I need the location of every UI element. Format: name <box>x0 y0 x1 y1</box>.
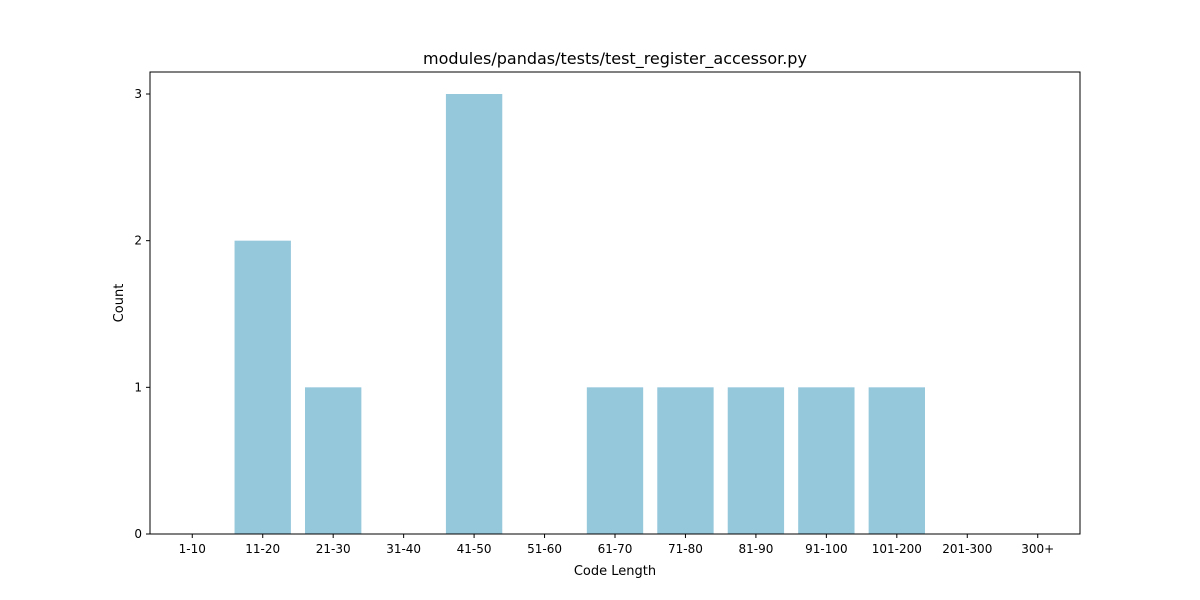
x-axis-ticks: 1-10 11-20 21-30 31-40 41-50 51-60 61-70 71-80 8… <box>179 534 1054 556</box>
bar-91-100 <box>798 387 855 534</box>
x-tick-label: 300+ <box>1021 542 1054 556</box>
bars-group <box>234 94 925 535</box>
bar-21-30 <box>305 387 362 534</box>
y-axis-ticks: 0 1 2 3 <box>134 87 150 541</box>
x-tick-label: 41-50 <box>457 542 492 556</box>
bar-11-20 <box>234 240 291 535</box>
x-tick-label: 1-10 <box>179 542 206 556</box>
bar-81-90 <box>727 387 785 534</box>
y-axis-label: Count <box>112 284 127 323</box>
y-tick-label: 3 <box>134 87 142 101</box>
plot-area-frame <box>149 71 1081 535</box>
y-tick-label: 0 <box>134 527 142 541</box>
x-tick-label: 51-60 <box>527 542 562 556</box>
x-tick-label: 31-40 <box>386 542 421 556</box>
x-tick-label: 11-20 <box>245 542 280 556</box>
x-tick-label: 61-70 <box>598 542 633 556</box>
bar-101-200 <box>868 387 925 534</box>
bar-71-80 <box>657 387 714 534</box>
x-axis-label: Code Length <box>574 564 656 579</box>
bar-61-70 <box>586 387 644 534</box>
x-tick-label: 101-200 <box>872 542 922 556</box>
y-tick-label: 1 <box>134 380 142 394</box>
y-tick-label: 2 <box>134 234 142 248</box>
x-tick-label: 71-80 <box>668 542 703 556</box>
bar-41-50 <box>445 94 503 534</box>
x-tick-label: 91-100 <box>805 542 848 556</box>
chart-title: modules/pandas/tests/test_register_acces… <box>423 49 807 69</box>
x-tick-label: 81-90 <box>738 542 773 556</box>
x-tick-label: 201-300 <box>942 542 992 556</box>
x-tick-label: 21-30 <box>316 542 351 556</box>
